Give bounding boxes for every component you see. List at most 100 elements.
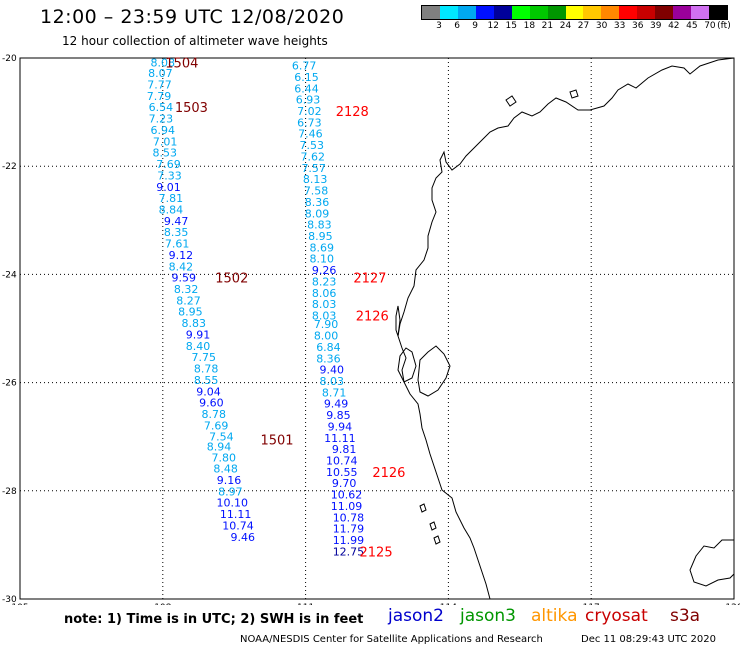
coastline-island-small-4: [429, 521, 437, 531]
satellite-altika: altika: [531, 606, 578, 626]
wave-height-map: -20 -22 -24 -26 -28 -30105 108 111 114 117 120 8.0…: [2, 54, 740, 605]
wave-height-value: 7.57: [301, 162, 326, 175]
page-subtitle: 12 hour collection of altimeter wave hei…: [62, 34, 328, 48]
wave-height-value: 11.79: [333, 523, 365, 536]
legend-swatch: [457, 6, 476, 19]
wave-height-value: 8.69: [310, 241, 335, 254]
legend-swatch: [673, 6, 692, 19]
legend-label: 27: [577, 21, 590, 31]
wave-height-value: 10.74: [326, 455, 358, 468]
color-legend: [421, 5, 728, 20]
lon-tick-label: 114: [440, 603, 457, 605]
legend-label: 6: [454, 21, 460, 31]
footnote: note: 1) Time is in UTC; 2) SWH is in fe…: [64, 612, 364, 627]
wave-height-value: 8.95: [308, 230, 333, 243]
wave-height-value: 8.32: [174, 283, 199, 296]
wave-height-value: 12.75: [333, 545, 365, 558]
wave-height-value: 8.71: [322, 386, 347, 399]
credit-line: NOAA/NESDIS Center for Satellite Applica…: [240, 634, 543, 645]
wave-height-value: 9.40: [320, 364, 345, 377]
wave-height-value: 8.10: [310, 253, 335, 266]
pass-time-label: 2125: [360, 545, 393, 560]
wave-height-value: 10.62: [331, 489, 363, 502]
legend-swatch: [493, 6, 512, 19]
wave-height-value: 7.53: [300, 139, 325, 152]
pass-time-label: 2128: [336, 105, 369, 120]
legend-swatch: [709, 6, 727, 19]
pass-time-label: 1504: [165, 56, 198, 71]
axis-ticks: -20 -22 -24 -26 -28 -30105 108 111 114 117 120: [2, 54, 740, 605]
wave-height-value: 7.58: [304, 185, 329, 198]
wave-height-value: 6.73: [297, 116, 322, 129]
track-labels: 1504 1503 1502 1501 2128 2127 2126 2126 2125: [165, 56, 405, 560]
wave-height-value: 6.77: [292, 60, 317, 73]
legend-swatch: [565, 6, 584, 19]
legend-label: 33: [613, 21, 626, 31]
wave-height-value: 7.69: [156, 158, 181, 171]
satellite-cryosat: cryosat: [585, 606, 648, 626]
wave-height-value: 8.06: [312, 287, 337, 300]
wave-height-value: 7.23: [149, 113, 174, 126]
wave-height-value: 7.69: [204, 419, 229, 432]
map-grid: [19, 57, 735, 600]
legend-label: 45: [686, 21, 698, 31]
wave-height-value: 11.11: [324, 432, 356, 445]
wave-height-value: 7.54: [209, 431, 234, 444]
legend-unit: (ft): [717, 21, 731, 31]
lat-tick-label: -20: [2, 54, 17, 64]
legend-label: 18: [523, 21, 536, 31]
wave-height-value: 8.83: [307, 219, 332, 232]
pass-time-label: 1503: [175, 101, 208, 116]
wave-height-value: 9.47: [164, 215, 189, 228]
wave-height-value: 10.10: [217, 497, 249, 510]
wave-height-value: 8.03: [312, 310, 337, 323]
wave-height-value: 6.44: [294, 82, 319, 95]
legend-swatch: [637, 6, 656, 19]
wave-height-value: 7.62: [300, 150, 325, 163]
legend-label: 36: [631, 21, 644, 31]
coastline-southeast: [689, 539, 735, 587]
wave-height-value: 7.81: [159, 192, 184, 205]
wave-height-value: 7.80: [211, 451, 236, 464]
wave-height-value: 8.55: [194, 374, 219, 387]
wave-height-value: 8.08: [151, 56, 176, 69]
wave-height-value: 8.36: [316, 352, 341, 365]
wave-height-value: 7.77: [147, 79, 172, 92]
lon-tick-label: 108: [154, 603, 171, 605]
pass-time-label: 2127: [353, 272, 386, 287]
wave-height-value: 7.02: [297, 105, 322, 118]
legend-swatch: [439, 6, 458, 19]
legend-swatch: [529, 6, 548, 19]
wave-height-value: 9.59: [171, 272, 196, 285]
coastline-island-small-2: [569, 89, 579, 99]
wave-height-value: 7.79: [147, 90, 172, 103]
wave-height-value: 9.04: [196, 385, 221, 398]
lat-tick-label: -30: [2, 595, 17, 605]
wave-height-value: 9.01: [156, 181, 181, 194]
pass-time-label: 2126: [372, 466, 405, 481]
page-title: 12:00 – 23:59 UTC 12/08/2020: [40, 6, 345, 28]
wave-height-value: 10.74: [222, 519, 254, 532]
wave-height-value: 9.16: [217, 474, 242, 487]
legend-swatch: [601, 6, 620, 19]
lat-tick-label: -28: [2, 487, 17, 497]
wave-height-value: 9.46: [231, 531, 256, 544]
wave-height-value: 6.84: [316, 341, 341, 354]
wave-height-value: 8.78: [194, 363, 219, 376]
legend-swatch: [547, 6, 566, 19]
lat-tick-label: -26: [2, 379, 17, 389]
wave-height-value: 9.85: [326, 409, 351, 422]
wave-height-value: 10.78: [333, 511, 365, 524]
wave-height-value: 9.94: [328, 420, 353, 433]
coastline-island-small-1: [505, 95, 517, 107]
wave-height-value: 9.91: [186, 328, 211, 341]
legend-label: 24: [559, 21, 572, 31]
wave-height-value: 8.95: [178, 306, 203, 319]
lat-tick-label: -24: [2, 270, 17, 280]
lon-tick-label: 111: [297, 603, 314, 605]
wave-height-value: 7.01: [153, 135, 178, 148]
legend-swatch: [655, 6, 674, 19]
legend-swatch: [422, 6, 440, 19]
wave-height-value: 8.94: [207, 440, 232, 453]
wave-height-value: 8.48: [213, 463, 238, 476]
